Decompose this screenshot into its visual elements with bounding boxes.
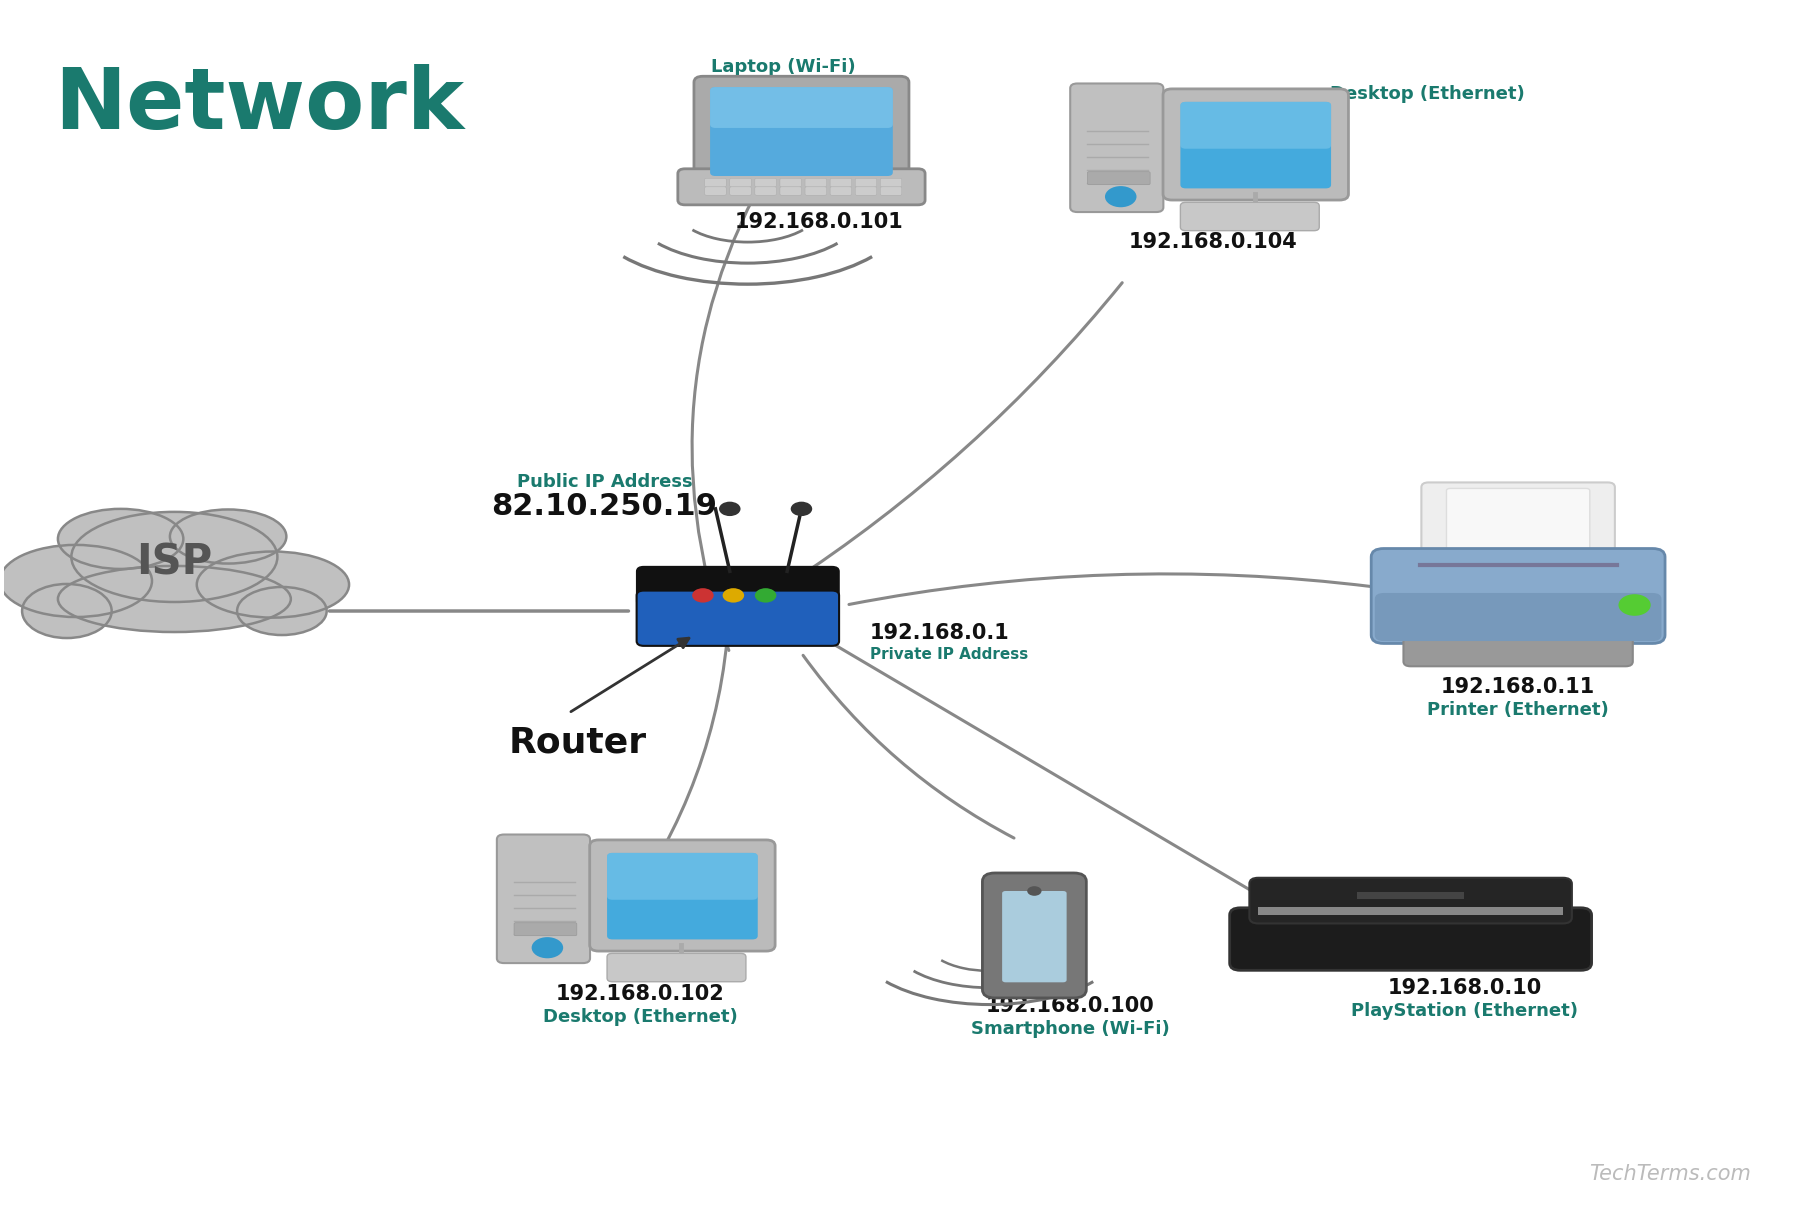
Circle shape: [1028, 886, 1042, 895]
FancyBboxPatch shape: [1163, 88, 1348, 200]
Ellipse shape: [238, 587, 326, 635]
FancyBboxPatch shape: [830, 178, 851, 186]
FancyBboxPatch shape: [754, 178, 776, 186]
Text: 192.168.0.11: 192.168.0.11: [1442, 678, 1595, 697]
FancyBboxPatch shape: [1447, 489, 1589, 565]
Text: 192.168.0.1: 192.168.0.1: [869, 623, 1010, 643]
FancyBboxPatch shape: [637, 590, 839, 646]
FancyBboxPatch shape: [607, 953, 745, 981]
FancyBboxPatch shape: [1087, 172, 1150, 185]
FancyBboxPatch shape: [607, 853, 758, 900]
FancyBboxPatch shape: [729, 186, 751, 195]
Circle shape: [693, 588, 713, 603]
Circle shape: [754, 588, 776, 603]
FancyBboxPatch shape: [779, 178, 801, 186]
Text: Laptop (Wi-Fi): Laptop (Wi-Fi): [711, 58, 855, 76]
Circle shape: [1618, 594, 1651, 616]
Text: PlayStation (Ethernet): PlayStation (Ethernet): [1350, 1002, 1579, 1020]
Text: Public IP Address: Public IP Address: [517, 473, 693, 491]
FancyBboxPatch shape: [709, 87, 893, 175]
Ellipse shape: [58, 566, 292, 632]
Ellipse shape: [196, 552, 349, 617]
FancyBboxPatch shape: [880, 186, 902, 195]
Circle shape: [790, 502, 812, 517]
Text: Private IP Address: Private IP Address: [869, 647, 1028, 662]
FancyBboxPatch shape: [706, 178, 725, 186]
FancyBboxPatch shape: [1249, 877, 1571, 923]
Circle shape: [1105, 186, 1136, 207]
FancyBboxPatch shape: [1258, 906, 1562, 915]
Text: 82.10.250.19: 82.10.250.19: [491, 492, 718, 520]
FancyBboxPatch shape: [679, 169, 925, 204]
FancyBboxPatch shape: [805, 178, 826, 186]
Text: 192.168.0.104: 192.168.0.104: [1129, 232, 1298, 253]
Text: Smartphone (Wi-Fi): Smartphone (Wi-Fi): [970, 1020, 1170, 1038]
FancyBboxPatch shape: [779, 186, 801, 195]
Circle shape: [722, 588, 743, 603]
FancyBboxPatch shape: [1357, 892, 1465, 899]
FancyBboxPatch shape: [515, 923, 576, 935]
FancyBboxPatch shape: [1003, 891, 1067, 983]
FancyBboxPatch shape: [1375, 593, 1661, 641]
Text: 192.168.0.10: 192.168.0.10: [1388, 978, 1541, 997]
FancyBboxPatch shape: [983, 872, 1087, 998]
FancyBboxPatch shape: [706, 186, 725, 195]
Circle shape: [531, 937, 563, 958]
Text: Desktop (Ethernet): Desktop (Ethernet): [544, 1008, 738, 1026]
FancyBboxPatch shape: [1181, 102, 1330, 189]
FancyBboxPatch shape: [1071, 83, 1163, 212]
Text: Desktop (Ethernet): Desktop (Ethernet): [1330, 85, 1525, 103]
Text: Network: Network: [54, 64, 464, 148]
FancyBboxPatch shape: [830, 186, 851, 195]
FancyBboxPatch shape: [1181, 202, 1319, 231]
FancyBboxPatch shape: [855, 186, 877, 195]
Text: Printer (Ethernet): Printer (Ethernet): [1427, 701, 1609, 719]
Ellipse shape: [72, 512, 277, 603]
Ellipse shape: [169, 509, 286, 564]
FancyBboxPatch shape: [1372, 548, 1665, 644]
FancyBboxPatch shape: [637, 566, 839, 606]
Text: TechTerms.com: TechTerms.com: [1589, 1164, 1751, 1185]
Ellipse shape: [0, 544, 151, 617]
FancyBboxPatch shape: [1229, 908, 1591, 970]
FancyBboxPatch shape: [729, 178, 751, 186]
Text: ISP: ISP: [137, 542, 212, 584]
FancyBboxPatch shape: [880, 178, 902, 186]
Text: 192.168.0.100: 192.168.0.100: [986, 996, 1154, 1015]
FancyBboxPatch shape: [1181, 102, 1330, 149]
Circle shape: [718, 502, 740, 517]
FancyBboxPatch shape: [805, 186, 826, 195]
FancyBboxPatch shape: [1422, 483, 1615, 570]
FancyBboxPatch shape: [855, 178, 877, 186]
Text: Router: Router: [508, 725, 646, 759]
FancyBboxPatch shape: [1404, 627, 1633, 667]
FancyBboxPatch shape: [590, 840, 776, 951]
Text: 192.168.0.102: 192.168.0.102: [556, 984, 725, 1003]
FancyBboxPatch shape: [497, 835, 590, 963]
FancyBboxPatch shape: [709, 87, 893, 128]
FancyBboxPatch shape: [695, 76, 909, 186]
Ellipse shape: [58, 509, 184, 569]
Ellipse shape: [22, 584, 112, 638]
Text: 192.168.0.101: 192.168.0.101: [734, 212, 904, 232]
FancyBboxPatch shape: [607, 853, 758, 939]
FancyBboxPatch shape: [754, 186, 776, 195]
